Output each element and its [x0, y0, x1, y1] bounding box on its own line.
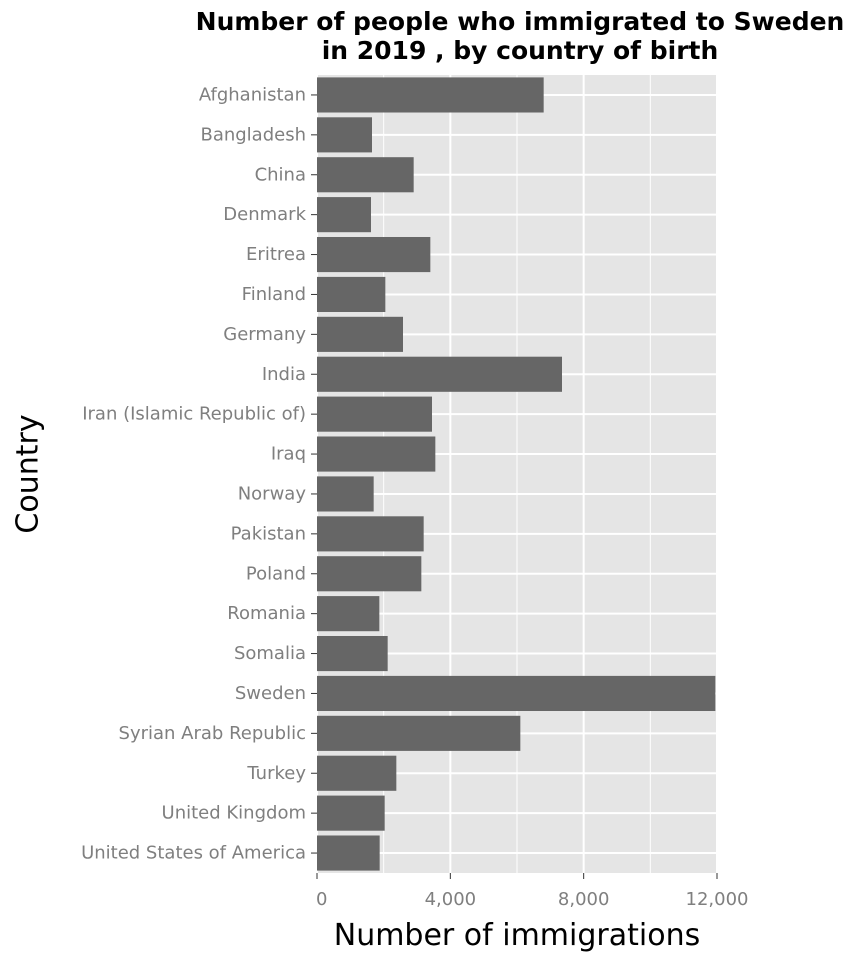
- y-tick-label: Pakistan: [231, 523, 306, 544]
- bar: [317, 596, 380, 632]
- y-tick-label: Germany: [223, 324, 306, 345]
- y-tick-label: Afghanistan: [199, 84, 306, 105]
- y-tick-label: Norway: [238, 483, 307, 504]
- x-tick-label: 0: [316, 889, 327, 910]
- bar: [317, 197, 371, 233]
- x-tick-label: 12,000: [686, 889, 749, 910]
- bar: [317, 516, 424, 552]
- bar: [317, 316, 403, 352]
- y-tick-label: Poland: [246, 563, 306, 584]
- bar: [317, 556, 422, 592]
- bar: [317, 635, 388, 672]
- bar: [317, 157, 414, 193]
- bar: [317, 715, 521, 751]
- y-tick-label: Iran (Islamic Republic of): [82, 404, 306, 425]
- y-tick-label: India: [262, 364, 306, 385]
- y-tick-label: China: [255, 164, 306, 185]
- bar: [317, 675, 716, 712]
- bar: [317, 795, 385, 831]
- x-tick-label: 8,000: [558, 889, 610, 910]
- y-tick-label: Iraq: [271, 444, 306, 465]
- chart-title-line-2: in 2019 , by country of birth: [321, 36, 719, 65]
- y-tick-label: United States of America: [81, 843, 306, 864]
- y-tick-label: Bangladesh: [200, 124, 306, 145]
- y-tick-label: Finland: [242, 284, 306, 305]
- y-tick-label: Sweden: [235, 683, 306, 704]
- bar: [317, 77, 544, 113]
- chart-title-line-1: Number of people who immigrated to Swede…: [195, 7, 845, 36]
- y-tick-label: Syrian Arab Republic: [119, 723, 306, 744]
- y-tick-label: United Kingdom: [162, 803, 306, 824]
- bar: [317, 835, 380, 871]
- y-axis-title: Country: [10, 414, 46, 534]
- bar: [317, 396, 432, 432]
- bar: [317, 476, 374, 512]
- bar: [317, 276, 386, 313]
- bar: [317, 436, 436, 472]
- y-tick-label: Romania: [227, 603, 306, 624]
- x-tick-label: 4,000: [425, 889, 477, 910]
- y-tick-label: Denmark: [223, 204, 306, 225]
- bar: [317, 755, 397, 791]
- bar: [317, 356, 562, 392]
- y-tick-label: Somalia: [234, 643, 306, 664]
- y-tick-label: Eritrea: [246, 244, 306, 265]
- x-axis-title: Number of immigrations: [333, 918, 701, 953]
- bar: [317, 117, 372, 153]
- y-tick-label: Turkey: [246, 763, 306, 784]
- bar: [317, 236, 431, 273]
